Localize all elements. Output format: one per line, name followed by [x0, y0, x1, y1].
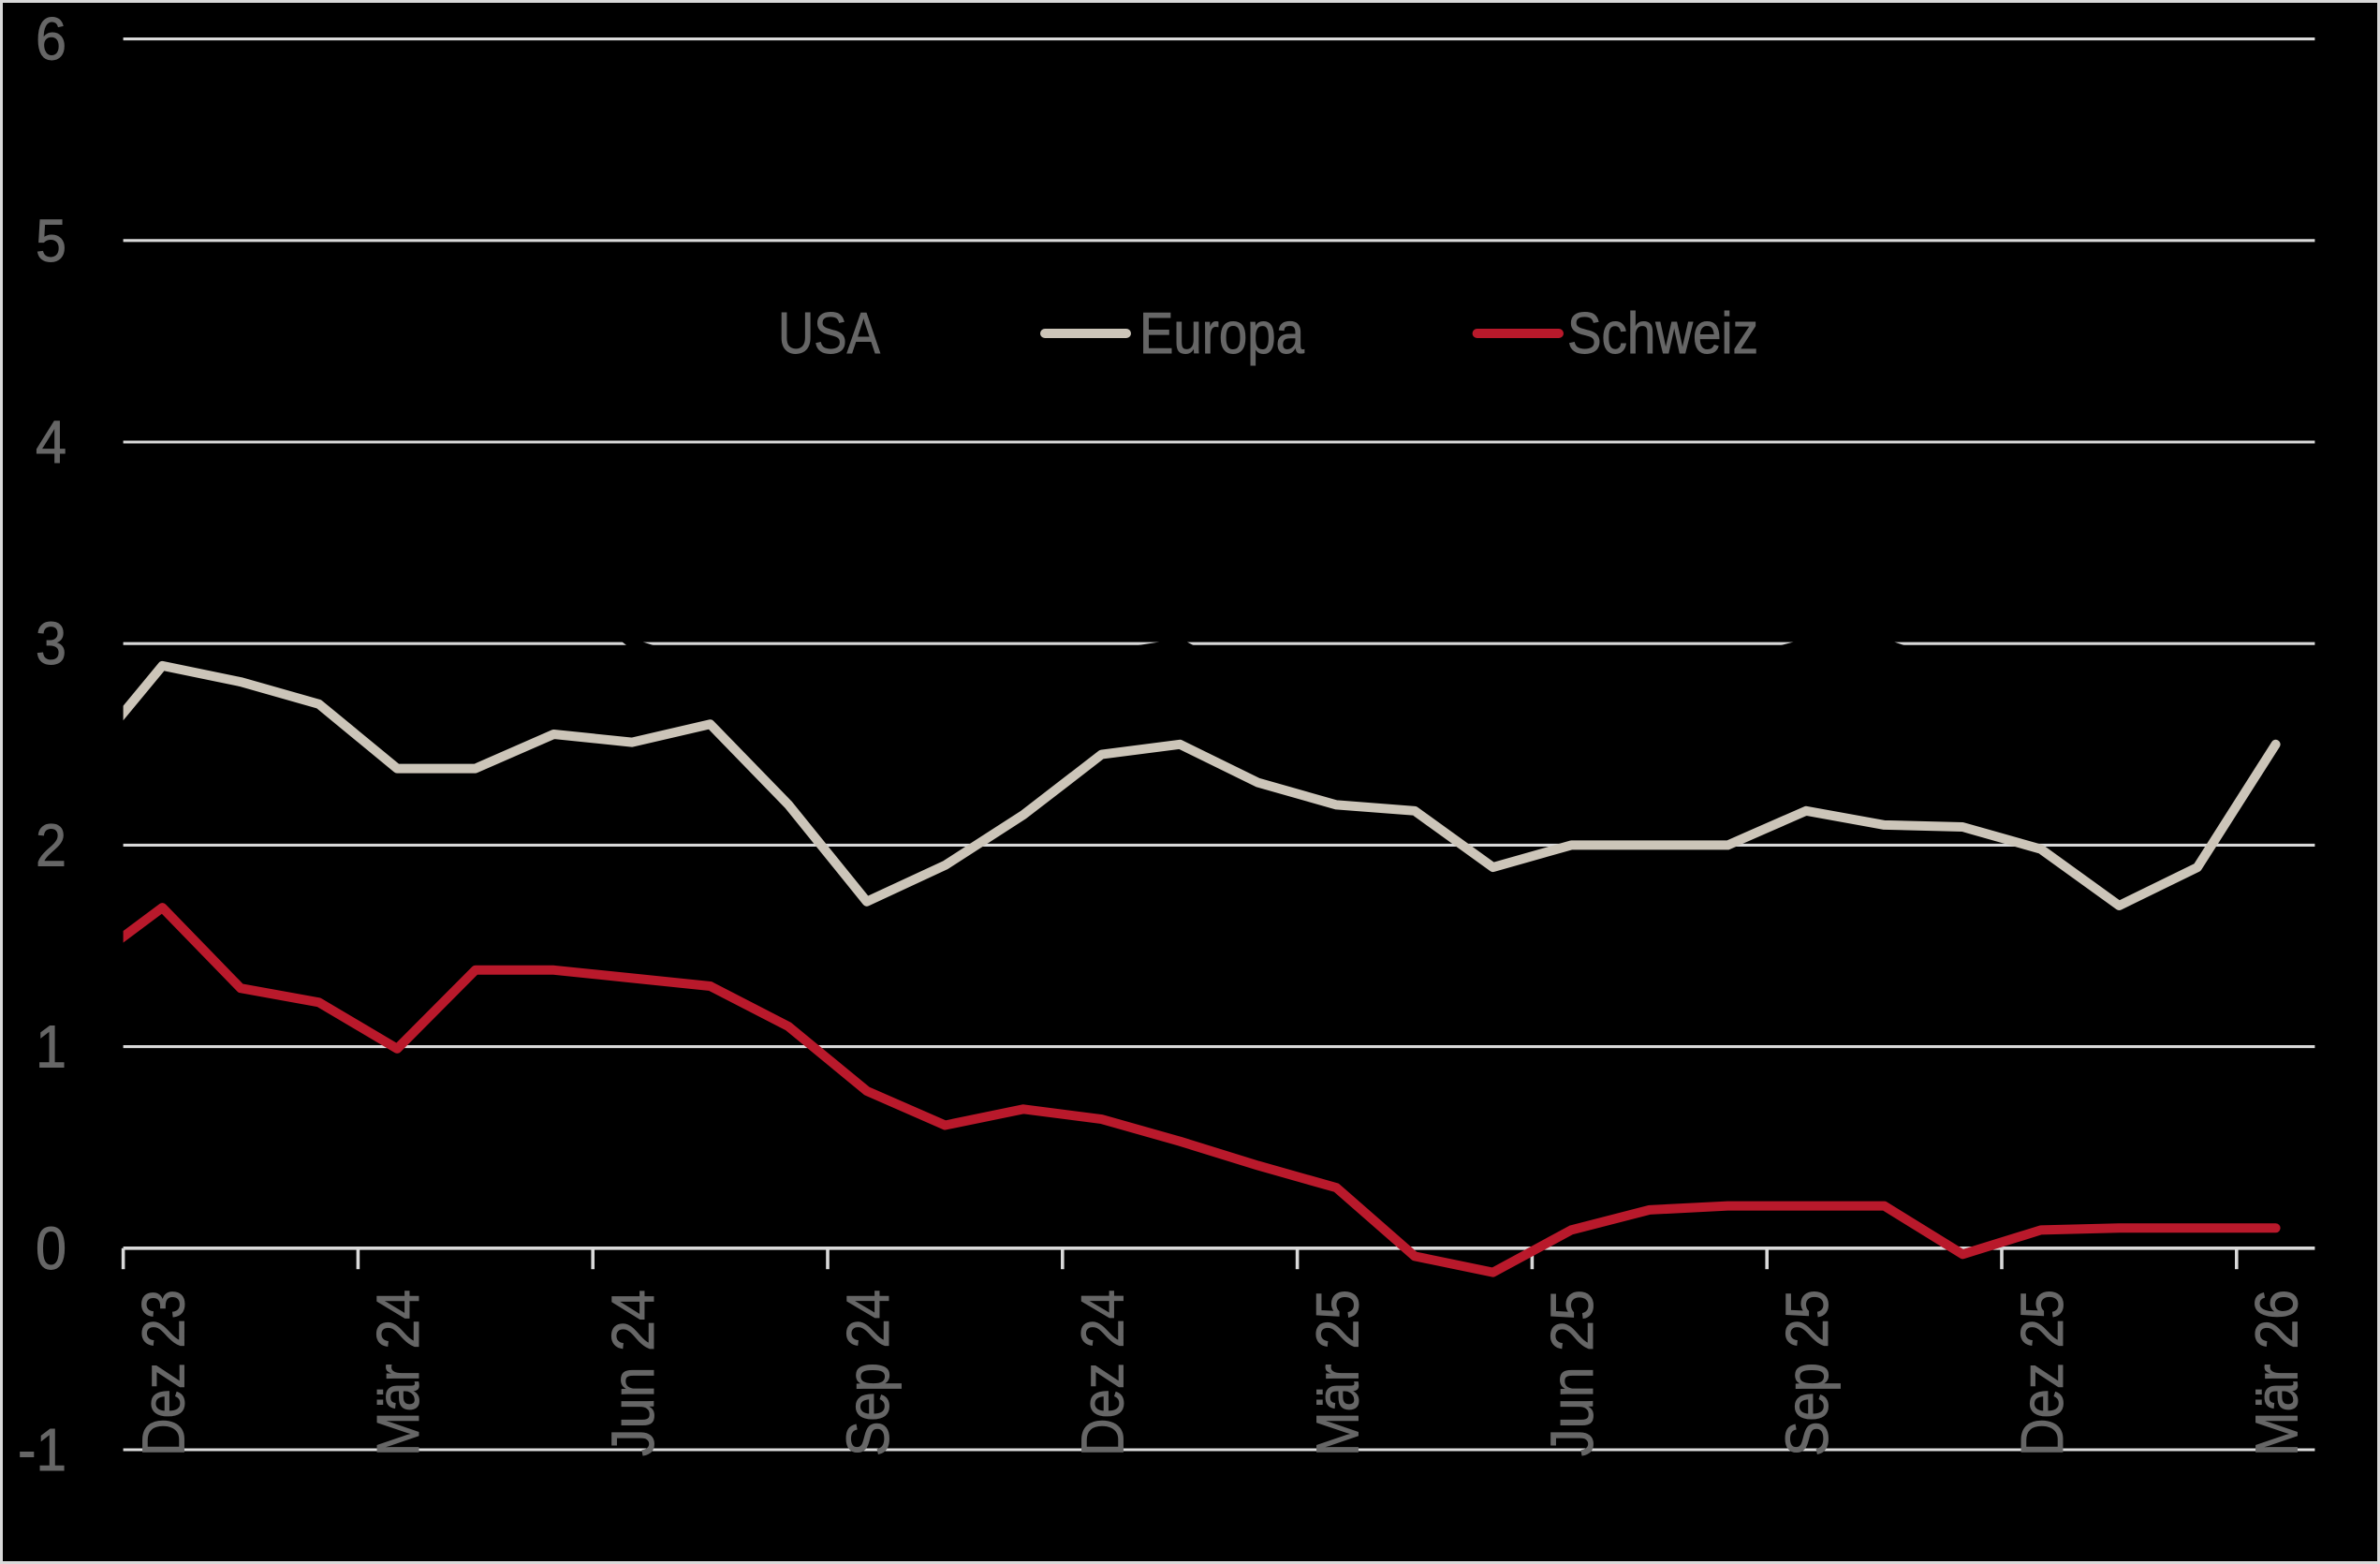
svg-text:0: 0	[36, 1215, 66, 1282]
svg-text:Jun 25: Jun 25	[1538, 1290, 1606, 1456]
svg-text:USA: USA	[778, 302, 881, 366]
svg-text:Dez 23: Dez 23	[129, 1290, 197, 1456]
svg-text:Mär 24: Mär 24	[364, 1290, 432, 1456]
svg-text:Mär 26: Mär 26	[2243, 1290, 2311, 1456]
svg-text:Mär 25: Mär 25	[1303, 1290, 1371, 1456]
svg-text:5: 5	[36, 207, 66, 274]
svg-text:Schweiz: Schweiz	[1567, 302, 1758, 366]
svg-text:-1: -1	[18, 1416, 66, 1483]
svg-text:2: 2	[36, 811, 66, 878]
svg-text:6: 6	[36, 6, 66, 73]
svg-text:Jun 24: Jun 24	[599, 1290, 667, 1456]
svg-text:Dez 24: Dez 24	[1069, 1290, 1137, 1456]
svg-text:Sep 25: Sep 25	[1773, 1290, 1841, 1456]
svg-text:1: 1	[36, 1013, 66, 1081]
svg-text:Sep 24: Sep 24	[834, 1290, 902, 1456]
svg-text:3: 3	[36, 610, 66, 677]
svg-text:4: 4	[36, 408, 66, 476]
svg-text:Europa: Europa	[1139, 302, 1304, 366]
svg-text:Dez 25: Dez 25	[2008, 1290, 2076, 1456]
